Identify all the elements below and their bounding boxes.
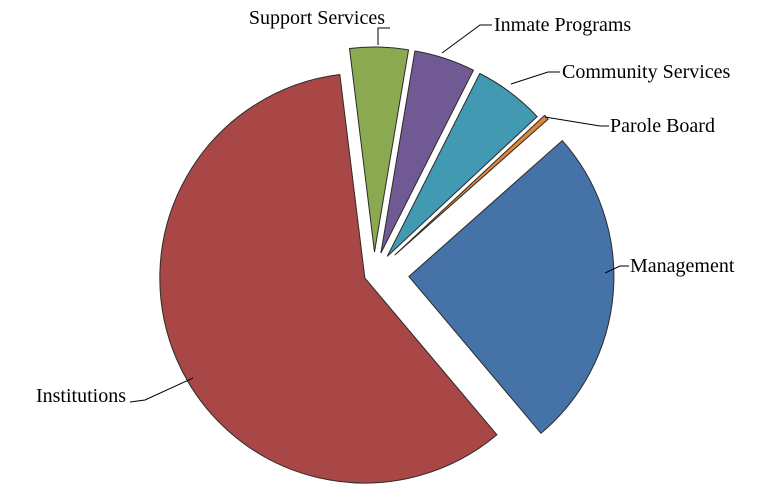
- leader-lines: [129, 24, 629, 403]
- leader-line-support-services: [377, 27, 390, 45]
- leader-line-management: [604, 265, 629, 274]
- slice-labels: Support Services Inmate Programs Communi…: [36, 7, 735, 407]
- label-institutions: Institutions: [36, 385, 126, 407]
- pie-slice-inmate-programs: [380, 50, 475, 254]
- leader-line-community-services: [510, 71, 560, 85]
- leader-line-parole-board: [544, 116, 609, 127]
- leader-line-institutions: [129, 377, 194, 403]
- pie-slice-management: [408, 139, 615, 435]
- label-support-services: Support Services: [249, 7, 385, 29]
- label-community-services: Community Services: [562, 61, 731, 83]
- label-inmate-programs: Inmate Programs: [494, 14, 631, 36]
- label-management: Management: [630, 255, 735, 277]
- label-parole-board: Parole Board: [610, 115, 715, 137]
- pie-slice-support-services: [348, 46, 410, 253]
- pie-slice-institutions: [159, 73, 498, 484]
- pie-slices: [159, 46, 615, 484]
- leader-line-inmate-programs: [441, 24, 492, 54]
- pie-slice-community-services: [386, 72, 538, 257]
